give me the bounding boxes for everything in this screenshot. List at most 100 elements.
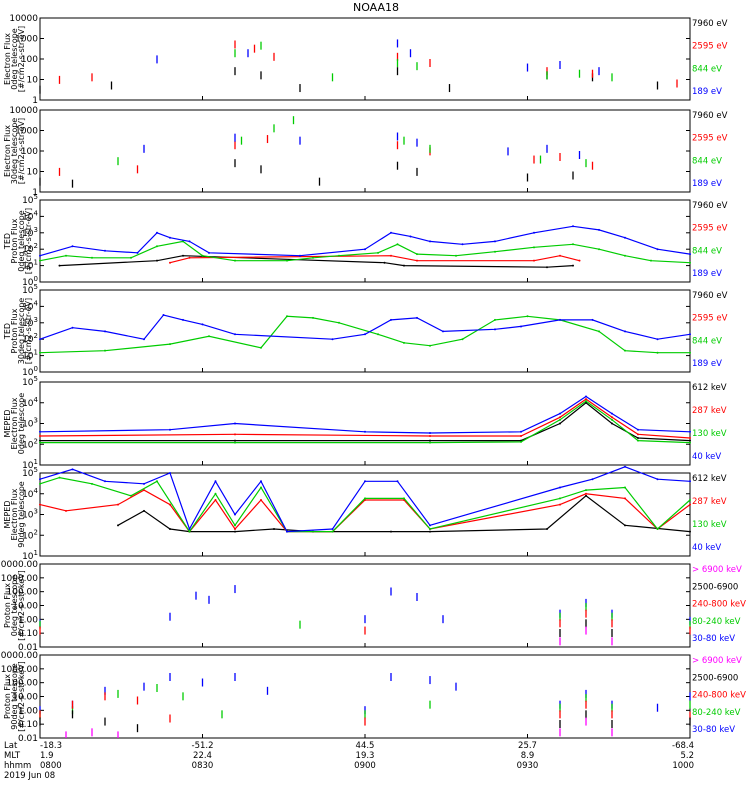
y-axis-label: Electron Flux	[3, 33, 12, 85]
data-point-black	[234, 530, 236, 533]
data-point-blue	[234, 513, 236, 516]
y-axis-label: [#/cm2-s-str-eV]	[24, 298, 33, 364]
legend-green: 844 eV	[692, 336, 722, 346]
y-axis-label: 0deg telescope	[10, 28, 19, 89]
tick-mlt: 22.4	[193, 751, 212, 761]
data-point-black	[403, 264, 405, 267]
data-point-green	[39, 259, 41, 262]
y-tick-label: 1000.00	[1, 665, 38, 675]
data-point-blue	[656, 248, 659, 251]
data-point-blue	[331, 528, 334, 531]
data-point-blue	[624, 330, 626, 333]
legend-black: 7960 eV	[692, 201, 728, 211]
data-point-green	[234, 259, 236, 262]
data-point-black	[546, 266, 548, 269]
data-point-black	[169, 528, 171, 531]
data-point-blue	[390, 318, 392, 321]
data-point-green	[559, 418, 561, 421]
data-point-green	[364, 497, 366, 500]
data-point-green	[130, 494, 132, 497]
data-point-blue	[396, 480, 399, 483]
y-axis-label: [#/cm2-s-str-eV]	[24, 208, 33, 274]
data-point-black	[546, 528, 548, 531]
data-point-blue	[364, 480, 366, 483]
y-tick-label: 104	[22, 299, 38, 312]
data-point-red	[117, 503, 119, 506]
data-point-black	[689, 530, 691, 533]
data-point-green	[58, 476, 61, 479]
data-point-black	[182, 254, 184, 257]
y-axis-label: 30deg telescope	[10, 118, 19, 185]
data-point-blue	[71, 326, 74, 329]
panel-meped-proton-0deg: 0.01 0.10 1.00 10.00 100.00 1000.00 10000.00 Pr…	[0, 560, 746, 653]
y-tick-label: 100	[22, 365, 38, 378]
data-point-green	[656, 528, 659, 531]
data-point-green	[377, 251, 379, 254]
series-line-blue	[39, 314, 691, 340]
data-point-green	[689, 498, 691, 501]
data-point-green	[104, 349, 106, 352]
data-point-red	[533, 259, 535, 262]
data-point-green	[559, 497, 561, 500]
data-point-black	[689, 439, 691, 442]
y-tick-label: 102	[22, 437, 38, 450]
data-point-green	[312, 256, 314, 259]
y-tick-label: 10.00	[12, 693, 38, 703]
legend-magenta: > 6900 keV	[692, 656, 742, 666]
data-point-black	[156, 259, 158, 262]
y-tick-label: 102	[22, 242, 38, 255]
data-point-green	[312, 316, 314, 319]
data-point-green	[396, 243, 399, 246]
data-point-blue	[143, 482, 145, 485]
data-point-blue	[624, 236, 626, 239]
data-point-blue	[572, 225, 574, 228]
data-point-green	[689, 351, 691, 354]
data-point-green	[533, 246, 535, 249]
y-tick-label: 103	[22, 226, 38, 239]
data-point-black	[559, 422, 561, 425]
y-tick-label: 100	[22, 275, 38, 288]
data-point-red	[39, 434, 41, 437]
data-point-green	[624, 486, 626, 489]
tick-hhmm: 1000	[672, 761, 694, 771]
data-point-blue	[409, 235, 412, 238]
data-point-red	[169, 503, 171, 506]
legend-green: 130 keV	[692, 520, 727, 530]
data-point-green	[39, 482, 41, 485]
tick-lat: 44.5	[356, 741, 375, 751]
y-axis-label: Proton Flux	[10, 218, 19, 263]
legend-red: 240-800 keV	[692, 691, 746, 701]
data-point-red	[637, 433, 639, 436]
y-tick-label: 105	[22, 283, 38, 296]
data-point-black	[585, 401, 587, 404]
data-point-blue	[429, 240, 431, 243]
y-axis-label: [#/cm2-s-str-eV]	[17, 26, 26, 92]
data-point-black	[117, 524, 119, 527]
y-tick-label: 101	[22, 349, 38, 362]
data-point-green	[39, 441, 41, 444]
data-point-red	[520, 434, 522, 437]
y-tick-label: 0.01	[18, 643, 38, 653]
data-point-red	[429, 434, 431, 437]
y-tick-label: 102	[22, 332, 38, 345]
data-point-blue	[637, 428, 639, 431]
data-point-red	[559, 254, 561, 257]
y-tick-label: 10000.00	[0, 560, 38, 570]
data-point-red	[39, 503, 41, 506]
y-tick-label: 103	[22, 417, 38, 430]
data-point-green	[208, 335, 210, 338]
y-axis-label: Proton Flux	[3, 583, 12, 628]
legend-black: 7960 eV	[692, 291, 728, 301]
legend-blue: 189 eV	[692, 269, 722, 279]
data-point-green	[429, 441, 431, 444]
data-point-blue	[39, 338, 41, 341]
tick-lat: -68.4	[672, 741, 694, 751]
data-point-blue	[188, 528, 191, 531]
data-point-green	[234, 524, 236, 527]
y-tick-label: 103	[22, 508, 38, 521]
data-point-green	[650, 259, 652, 262]
